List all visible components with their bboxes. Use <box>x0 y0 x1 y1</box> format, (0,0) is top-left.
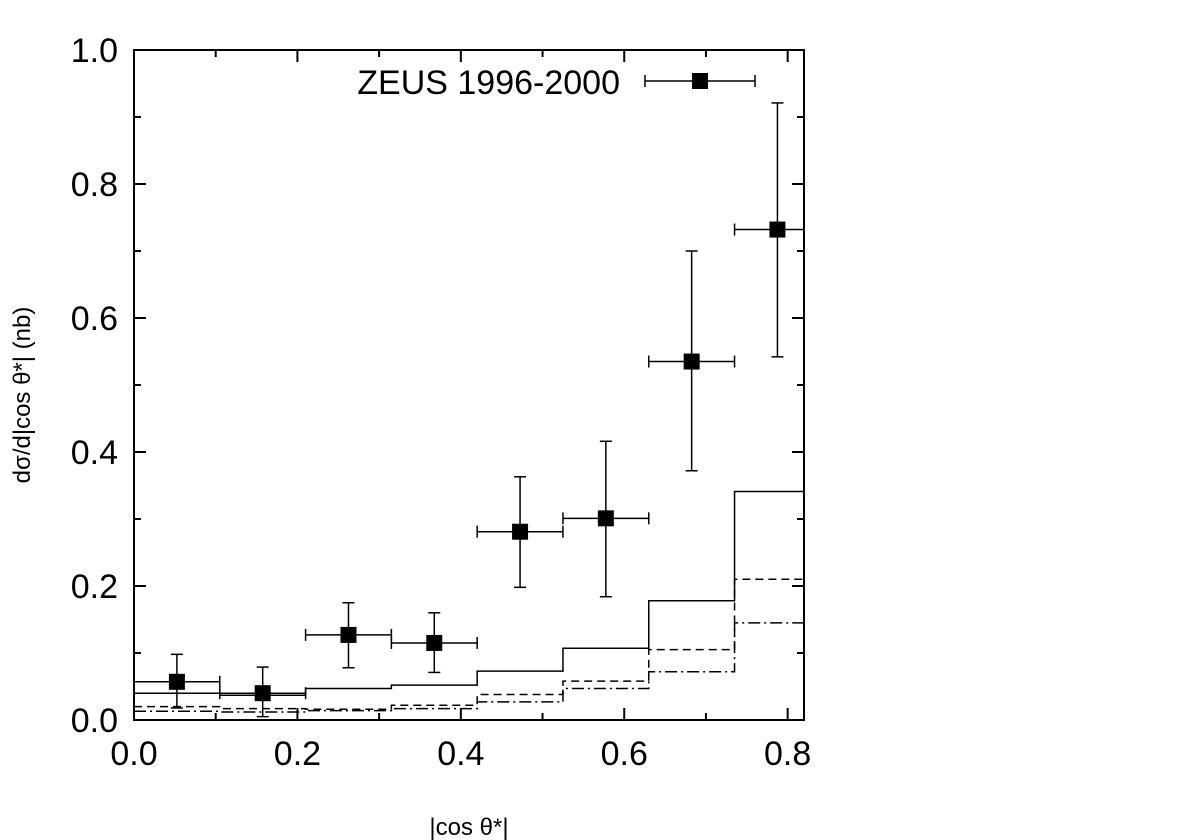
y-tick-label: 0.2 <box>71 568 118 606</box>
legend: ZEUS 1996-2000 <box>357 64 756 102</box>
histogram-solid <box>134 490 804 696</box>
data-point <box>133 653 221 709</box>
x-axis-label: |cos θ*| <box>429 814 508 840</box>
x-tick-label: 0.6 <box>601 735 648 773</box>
x-tick-label: 0.8 <box>764 735 811 773</box>
legend-square-marker <box>692 73 708 89</box>
data-point <box>733 102 804 358</box>
y-tick-label: 0.6 <box>71 300 118 338</box>
histogram-dashdot <box>134 622 804 713</box>
data-point <box>304 602 393 669</box>
data-point <box>219 666 307 718</box>
y-tick-label: 0.4 <box>71 434 118 472</box>
square-marker <box>597 510 614 527</box>
y-tick-label: 0.8 <box>71 166 118 204</box>
data-point <box>648 250 736 472</box>
histogram-layer <box>134 490 804 713</box>
x-tick-label: 0.4 <box>437 735 484 773</box>
ticks-layer: 0.0 0.2 0.4 0.6 0.8 0.0 0.2 0.4 0.6 0.8 1.0 <box>71 32 812 773</box>
square-marker <box>426 634 443 651</box>
legend-label: ZEUS 1996-2000 <box>357 64 620 102</box>
square-marker <box>683 353 700 370</box>
data-point <box>476 476 564 589</box>
data-points-layer <box>133 102 804 718</box>
data-point <box>562 440 650 598</box>
histogram-dashed <box>134 578 804 711</box>
square-marker <box>168 673 185 690</box>
y-tick-label: 1.0 <box>71 32 118 70</box>
data-point <box>390 612 478 674</box>
square-marker <box>254 685 271 702</box>
plot-frame <box>133 49 805 721</box>
x-tick-label: 0.0 <box>110 735 157 773</box>
legend-marker <box>644 73 756 89</box>
square-marker <box>769 221 786 238</box>
x-tick-label: 0.2 <box>274 735 321 773</box>
y-tick-label: 0.0 <box>71 702 118 740</box>
y-axis-label: dσ/d|cos θ*| (nb) <box>9 307 36 484</box>
square-marker <box>340 626 357 643</box>
square-marker <box>512 523 529 540</box>
